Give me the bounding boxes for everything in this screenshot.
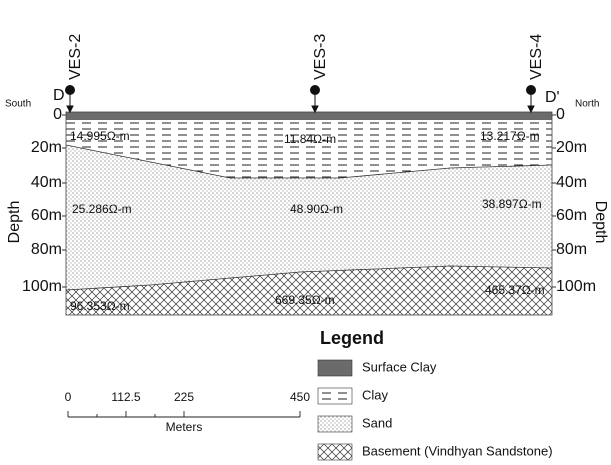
legend-label: Surface Clay [362,359,437,374]
depth-tick-label: 100m [22,278,62,295]
scale-label: 112.5 [111,390,140,404]
depth-tick-label: 0 [556,106,565,123]
direction-label: South [5,99,31,110]
depth-tick-label: 20m [31,139,62,156]
resistivity-label: 14.995Ω-m [70,129,130,143]
legend-swatch [318,388,352,404]
legend-swatch [318,444,352,460]
station-dot [527,86,536,95]
resistivity-label: 38.897Ω-m [482,197,542,211]
station-dot [311,86,320,95]
depth-tick-label: 60m [31,207,62,224]
cross-section-figure: VES-2 VES-3 VES-4 D South D' North Depth… [0,0,611,465]
legend-swatch [318,360,352,376]
resistivity-label: 96.353Ω-m [70,299,130,313]
resistivity-label: 465.37Ω-m [485,283,545,297]
resistivity-label: 13.217Ω-m [480,129,540,143]
resistivity-label: 669.35Ω-m [275,293,335,307]
depth-tick-label: 20m [556,139,587,156]
depth-axis-title: Depth [592,201,609,244]
depth-tick-label: 100m [556,278,596,295]
depth-tick-label: 0 [53,106,62,123]
scale-label: 0 [65,390,72,404]
scale-unit: Meters [166,420,203,434]
surface-clay-layer [66,112,552,120]
section-end-label: D [53,87,65,104]
station-label: VES-3 [312,34,329,80]
station-markers [66,86,536,113]
legend-label: Sand [362,415,392,430]
resistivity-label: 11.84Ω-m [284,132,336,146]
resistivity-label: 25.286Ω-m [72,202,132,216]
depth-tick-label: 80m [556,241,587,258]
arrow-head [312,106,318,112]
station-dot [66,86,75,95]
legend-label: Clay [362,387,389,402]
scale-bar [68,411,300,417]
arrow-head [528,106,534,112]
resistivity-label: 48.90Ω-m [290,202,343,216]
depth-tick-label: 80m [31,241,62,258]
direction-label: North [575,99,599,110]
scale-label: 450 [290,390,310,404]
arrow-head [67,106,73,112]
section-end-label: D' [545,89,560,106]
station-label: VES-4 [528,34,545,80]
depth-tick-label: 60m [556,207,587,224]
depth-axis-title: Depth [6,201,23,244]
legend-label: Basement (Vindhyan Sandstone) [362,443,553,458]
depth-tick-label: 40m [556,174,587,191]
station-label: VES-2 [67,34,84,80]
legend-title: Legend [320,328,384,348]
depth-tick-label: 40m [31,174,62,191]
legend-swatch [318,416,352,432]
scale-label: 225 [174,390,194,404]
